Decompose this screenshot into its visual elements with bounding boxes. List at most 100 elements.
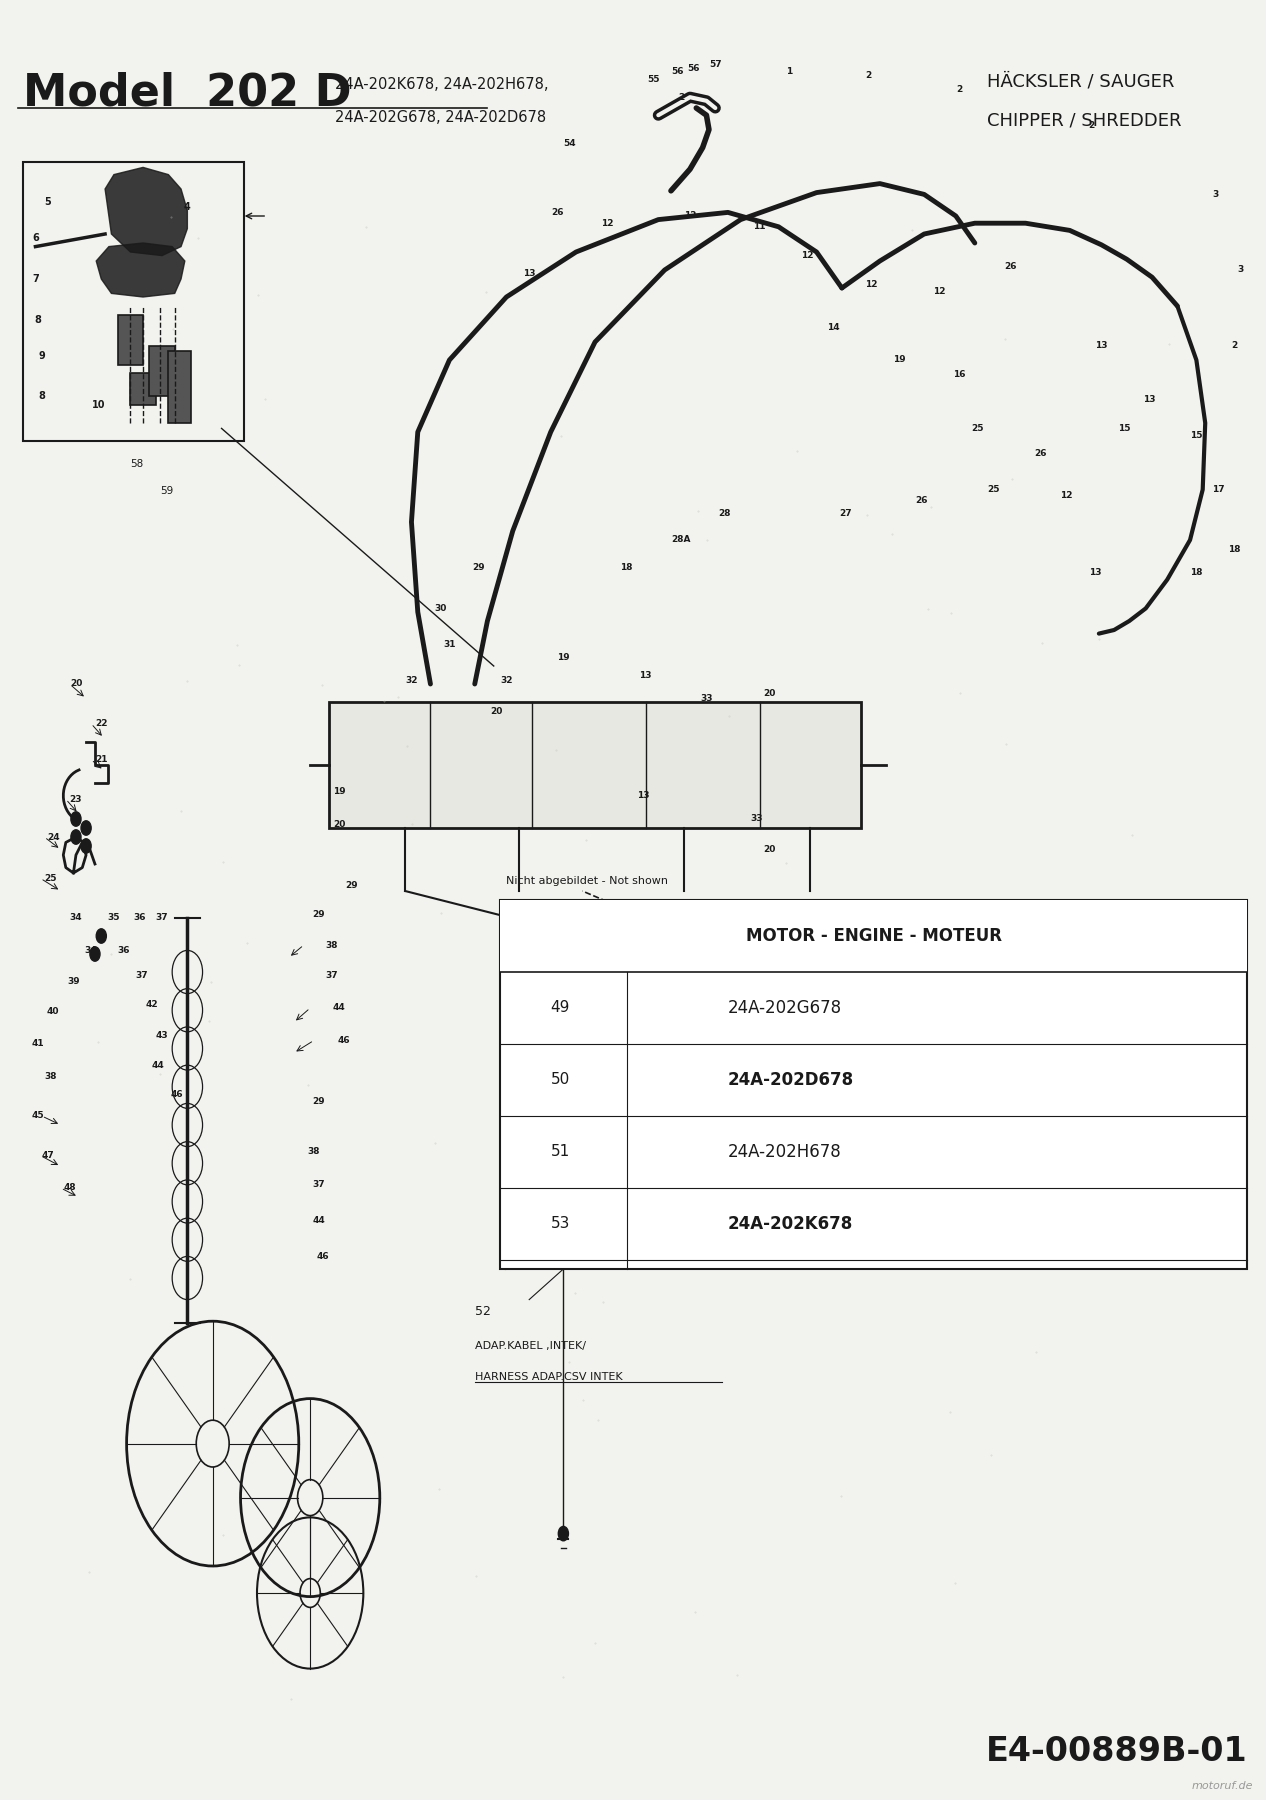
- Text: 24A-202H678: 24A-202H678: [728, 1143, 842, 1161]
- Text: 28A: 28A: [671, 536, 691, 544]
- Text: 19: 19: [557, 653, 570, 662]
- Text: 13: 13: [523, 270, 536, 279]
- Circle shape: [558, 1526, 568, 1541]
- Text: motoruf.de: motoruf.de: [1191, 1780, 1253, 1791]
- Text: 46: 46: [316, 1253, 329, 1260]
- Text: CHIPPER / SHREDDER: CHIPPER / SHREDDER: [987, 112, 1182, 130]
- Text: 33: 33: [700, 695, 713, 704]
- Text: 54: 54: [563, 140, 576, 149]
- Text: 27: 27: [839, 508, 852, 518]
- Text: 52: 52: [475, 1305, 491, 1318]
- Text: 37: 37: [325, 972, 338, 979]
- Text: 56: 56: [671, 67, 684, 76]
- Bar: [500, 900, 1247, 972]
- Text: 2: 2: [957, 85, 962, 94]
- Circle shape: [96, 929, 106, 943]
- Text: 2: 2: [679, 92, 684, 101]
- Text: 2: 2: [1232, 342, 1237, 349]
- Text: 40: 40: [47, 1008, 60, 1015]
- Text: 13: 13: [1095, 342, 1108, 349]
- Text: 9: 9: [38, 351, 46, 362]
- Text: 13: 13: [1089, 567, 1101, 576]
- Text: 12: 12: [933, 288, 946, 297]
- Text: 37: 37: [135, 972, 148, 979]
- Text: 25: 25: [987, 486, 1000, 495]
- Text: 59: 59: [161, 486, 173, 497]
- Text: 24A-202G678: 24A-202G678: [728, 999, 842, 1017]
- Bar: [329, 702, 861, 828]
- Text: 3: 3: [1238, 265, 1243, 274]
- Text: HÄCKSLER / SAUGER: HÄCKSLER / SAUGER: [987, 72, 1175, 90]
- Text: 37: 37: [313, 1181, 325, 1188]
- Circle shape: [81, 839, 91, 853]
- Text: 18: 18: [620, 562, 633, 572]
- Text: 1: 1: [786, 67, 791, 76]
- Text: 29: 29: [313, 911, 325, 918]
- Text: 4: 4: [184, 202, 191, 212]
- Text: 26: 26: [551, 209, 563, 218]
- Text: MOTOR - ENGINE - MOTEUR: MOTOR - ENGINE - MOTEUR: [746, 927, 1001, 945]
- Text: 32: 32: [405, 677, 418, 686]
- Text: 23: 23: [70, 796, 82, 803]
- Text: 11: 11: [753, 221, 766, 230]
- Text: 46: 46: [171, 1089, 184, 1098]
- Text: 32: 32: [500, 677, 513, 686]
- Text: 20: 20: [490, 706, 503, 715]
- Text: 24: 24: [47, 832, 60, 842]
- Text: 20: 20: [763, 688, 776, 697]
- Text: 10: 10: [92, 400, 105, 410]
- Text: 49: 49: [551, 1001, 570, 1015]
- Text: 28: 28: [718, 508, 730, 518]
- Text: 24A-202D678: 24A-202D678: [728, 1071, 855, 1089]
- Bar: [168, 351, 191, 423]
- Text: 26: 26: [1004, 263, 1017, 272]
- Text: 12: 12: [801, 252, 814, 261]
- Text: 7: 7: [32, 274, 39, 284]
- Text: 12: 12: [1060, 490, 1072, 499]
- Text: 46: 46: [338, 1037, 351, 1044]
- Text: 8: 8: [34, 315, 42, 326]
- Text: 33: 33: [751, 814, 763, 823]
- Text: E4-00889B-01: E4-00889B-01: [985, 1735, 1247, 1768]
- Text: 18: 18: [1228, 544, 1241, 554]
- Text: HARNESS ADAP.CSV INTEK: HARNESS ADAP.CSV INTEK: [475, 1372, 623, 1382]
- Text: 38: 38: [308, 1148, 320, 1157]
- Text: 47: 47: [42, 1152, 54, 1161]
- Text: 3: 3: [1213, 189, 1218, 198]
- Text: 37: 37: [156, 914, 168, 922]
- Text: 19: 19: [333, 787, 346, 796]
- Text: 2: 2: [866, 72, 871, 81]
- Bar: [149, 346, 175, 396]
- Text: 15: 15: [1118, 425, 1131, 434]
- Text: 44: 44: [152, 1062, 165, 1069]
- Text: 2: 2: [1089, 122, 1094, 131]
- Circle shape: [71, 812, 81, 826]
- Text: 13: 13: [1143, 394, 1156, 403]
- Text: 8: 8: [38, 391, 46, 401]
- Text: 12: 12: [601, 220, 614, 229]
- Text: 20: 20: [333, 821, 346, 828]
- Text: ADAP.KABEL ,INTEK/: ADAP.KABEL ,INTEK/: [475, 1341, 586, 1352]
- Text: 26: 26: [1034, 448, 1047, 457]
- Text: 20: 20: [70, 679, 82, 688]
- Text: 17: 17: [1212, 486, 1224, 495]
- Text: Model  202 D: Model 202 D: [23, 72, 352, 115]
- Text: 38: 38: [325, 940, 338, 950]
- Text: 51: 51: [551, 1145, 570, 1159]
- Text: 25: 25: [971, 425, 984, 434]
- Text: 29: 29: [313, 1096, 325, 1105]
- Text: 25: 25: [44, 875, 57, 882]
- Text: 22: 22: [95, 720, 108, 729]
- Text: 44: 44: [313, 1217, 325, 1224]
- Text: 50: 50: [551, 1073, 570, 1087]
- Bar: [118, 315, 143, 365]
- Text: 41: 41: [32, 1040, 44, 1048]
- Text: 26: 26: [915, 497, 928, 506]
- Text: 24A-202K678, 24A-202H678,: 24A-202K678, 24A-202H678,: [335, 77, 549, 92]
- Text: 53: 53: [551, 1217, 570, 1231]
- Text: 21: 21: [95, 756, 108, 765]
- Text: 34: 34: [70, 914, 82, 922]
- Text: 43: 43: [156, 1030, 168, 1040]
- Text: 56: 56: [687, 65, 700, 74]
- Text: 35: 35: [108, 914, 120, 922]
